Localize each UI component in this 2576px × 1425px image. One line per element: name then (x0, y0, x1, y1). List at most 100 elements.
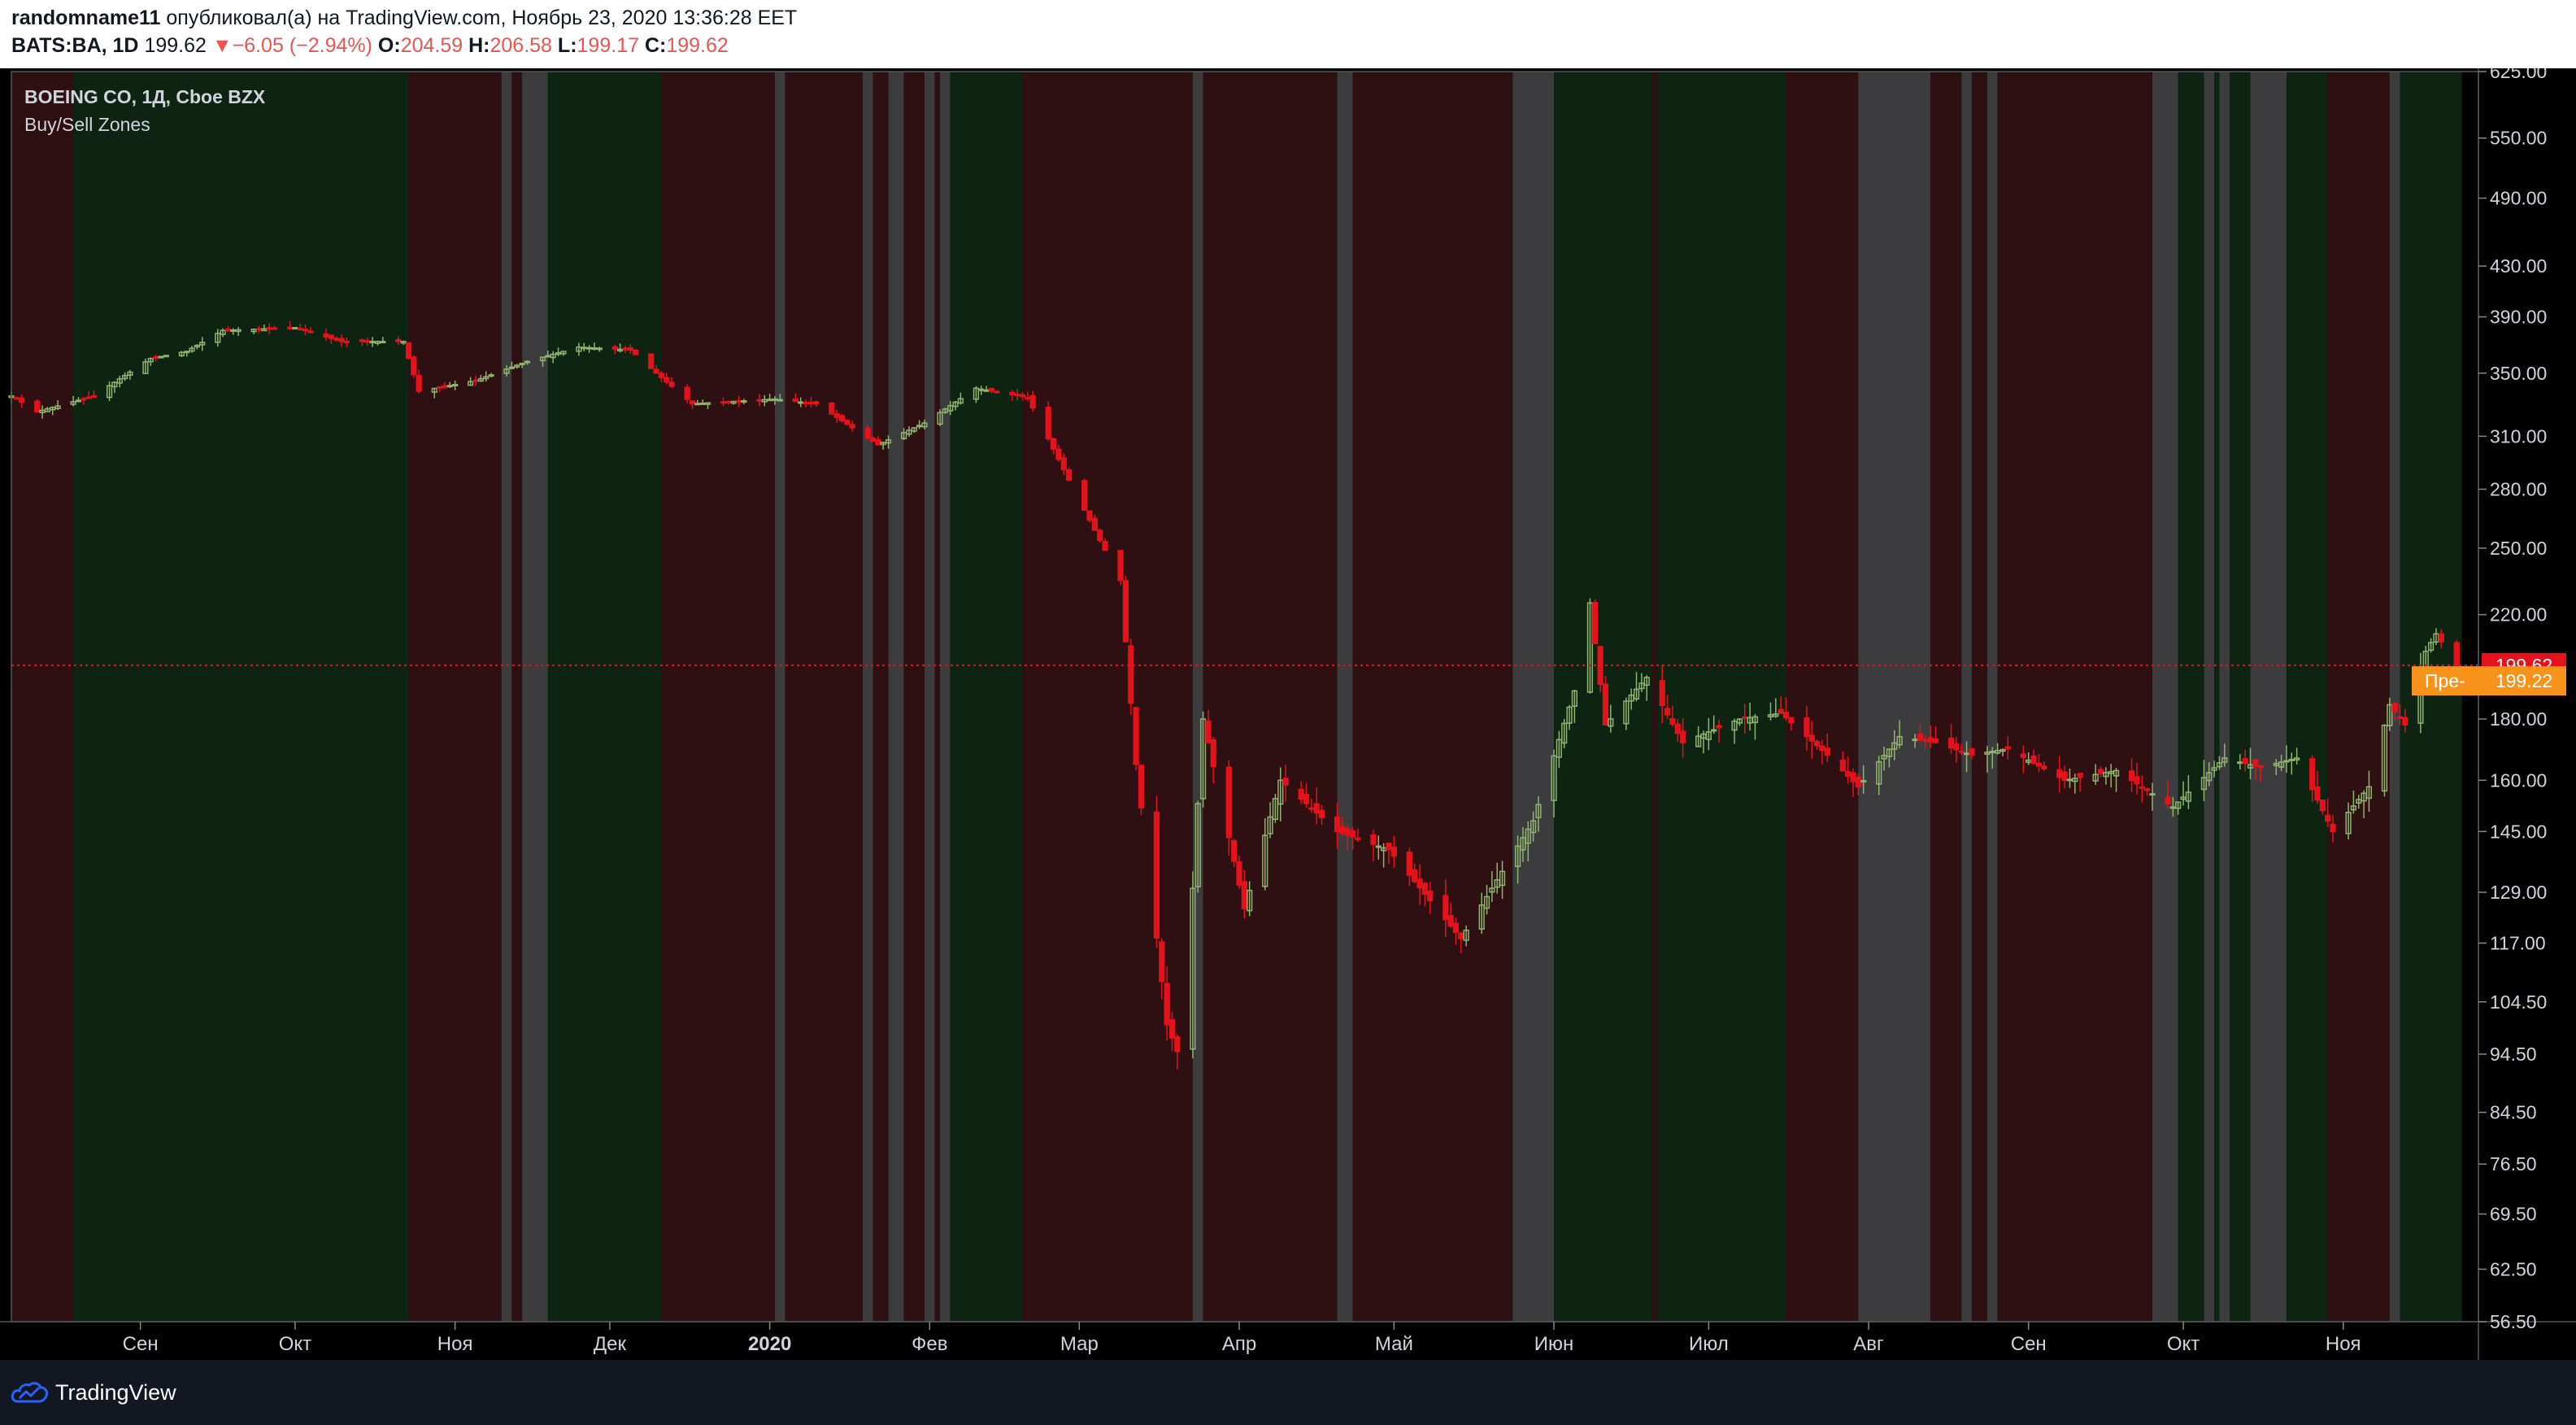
candle-body (1551, 755, 1557, 801)
zone-buy (73, 72, 409, 1322)
candle-body (1989, 751, 1995, 754)
candle-body (1489, 887, 1495, 893)
candle-body (2427, 642, 2435, 651)
y-tick-label: 104.50 (2490, 991, 2547, 1013)
candle-body (1308, 807, 1315, 810)
indicator-legend[interactable]: Buy/Sell Zones (24, 114, 150, 135)
candle-body (539, 356, 546, 362)
publisher-username[interactable]: randomname11 (11, 7, 161, 29)
zone-sell (1997, 72, 2152, 1322)
candle-body (2211, 767, 2217, 771)
x-tick-label: Ноя (2326, 1333, 2361, 1355)
candle-body (622, 347, 629, 351)
candle-body (2288, 758, 2295, 761)
candle-body (1839, 760, 1846, 772)
candle-body (1313, 803, 1320, 814)
buy-sell-zones (11, 72, 2462, 1322)
zone-sell (1971, 72, 1987, 1322)
candle-body (302, 329, 309, 332)
candle-body (1917, 733, 1924, 741)
candle-body (869, 437, 877, 442)
candle-body (411, 356, 417, 376)
candle-body (1881, 755, 1887, 760)
candle-body (90, 394, 98, 398)
candle-body (1876, 760, 1882, 785)
candle-body (1891, 742, 1898, 750)
candle-body (1813, 741, 1821, 747)
candle-body (255, 328, 263, 331)
candle-body (85, 396, 92, 399)
time-axis[interactable]: Сен Окт Ноя Дек 2020 Фев Мар Апр Май Июн Июл Авг Сен… (123, 1322, 2361, 1355)
candle-body (1819, 745, 1825, 752)
candle-body (106, 385, 113, 399)
candle-body (13, 397, 20, 400)
zone-buy (2400, 72, 2462, 1322)
candle-body (307, 330, 314, 333)
candle-body (849, 424, 855, 429)
y-tick-label: 76.50 (2490, 1153, 2537, 1174)
zone-neutral (888, 72, 904, 1322)
candle-body (1736, 718, 1743, 724)
zone-neutral (940, 72, 951, 1322)
candle-body (704, 402, 711, 405)
zone-neutral (1858, 72, 1931, 1322)
candle-body (1592, 602, 1599, 645)
candle-body (215, 333, 221, 343)
candle-body (952, 401, 959, 407)
candle-body (54, 405, 61, 409)
candle-body (1262, 835, 1268, 887)
candle-body (1608, 718, 1614, 727)
zone-neutral (1192, 72, 1203, 1322)
candle-body (2097, 769, 2104, 774)
candle-body (1947, 737, 1955, 749)
zone-sell (903, 72, 925, 1322)
candle-body (813, 401, 820, 405)
candle-body (2066, 778, 2073, 782)
candle-body (1561, 722, 1568, 744)
candle-body (158, 355, 164, 359)
pre-market-price: 199.22 (2496, 670, 2552, 691)
zone-buy (2214, 72, 2220, 1322)
candle-body (1478, 904, 1485, 930)
candle-body (2149, 793, 2156, 796)
candle-body (741, 400, 747, 403)
candle-body (442, 385, 448, 388)
candle-body (1535, 804, 1542, 818)
candle-body (2387, 704, 2393, 726)
candle-body (1483, 896, 1490, 909)
candle-body (2004, 746, 2011, 750)
candle-body (1174, 1036, 1181, 1052)
candle-body (1086, 510, 1093, 521)
candle-body (80, 398, 87, 401)
candle-body (266, 327, 272, 330)
candle-body (1029, 394, 1036, 409)
candle-body (446, 385, 453, 388)
candle-body (1669, 717, 1676, 725)
candle-body (369, 341, 376, 344)
tradingview-logo[interactable]: TradingView (10, 1378, 176, 1407)
candle-body (1804, 717, 1810, 738)
candle-body (1159, 941, 1165, 983)
candle-body (2072, 778, 2078, 782)
candle-body (1447, 914, 1454, 927)
candle-body (1138, 765, 1145, 808)
candle-body (1927, 737, 1934, 743)
candle-body (1855, 776, 1861, 788)
candle-body (1133, 707, 1139, 765)
candle-body (1530, 820, 1537, 834)
publisher-line: randomname11 опубликовал(а) на TradingVi… (11, 7, 797, 30)
candle-body (767, 399, 773, 402)
candle-body (1886, 748, 1893, 757)
candle-body (1339, 826, 1346, 835)
candle-body (611, 346, 618, 350)
candle-body (864, 427, 871, 439)
candle-body (2453, 642, 2460, 666)
candle-body (503, 368, 510, 374)
price-axis[interactable]: 625.00 550.00 490.00 430.00 390.00 350.00 310.… (2478, 68, 2547, 1332)
candle-body (2030, 755, 2037, 764)
price-chart[interactable]: 625.00 550.00 490.00 430.00 390.00 350.00 310.… (0, 68, 2576, 1360)
candle-body (468, 381, 474, 386)
x-tick-label: Окт (2167, 1333, 2200, 1355)
x-tick-label: Май (1375, 1333, 1413, 1355)
candle-body (658, 373, 665, 378)
